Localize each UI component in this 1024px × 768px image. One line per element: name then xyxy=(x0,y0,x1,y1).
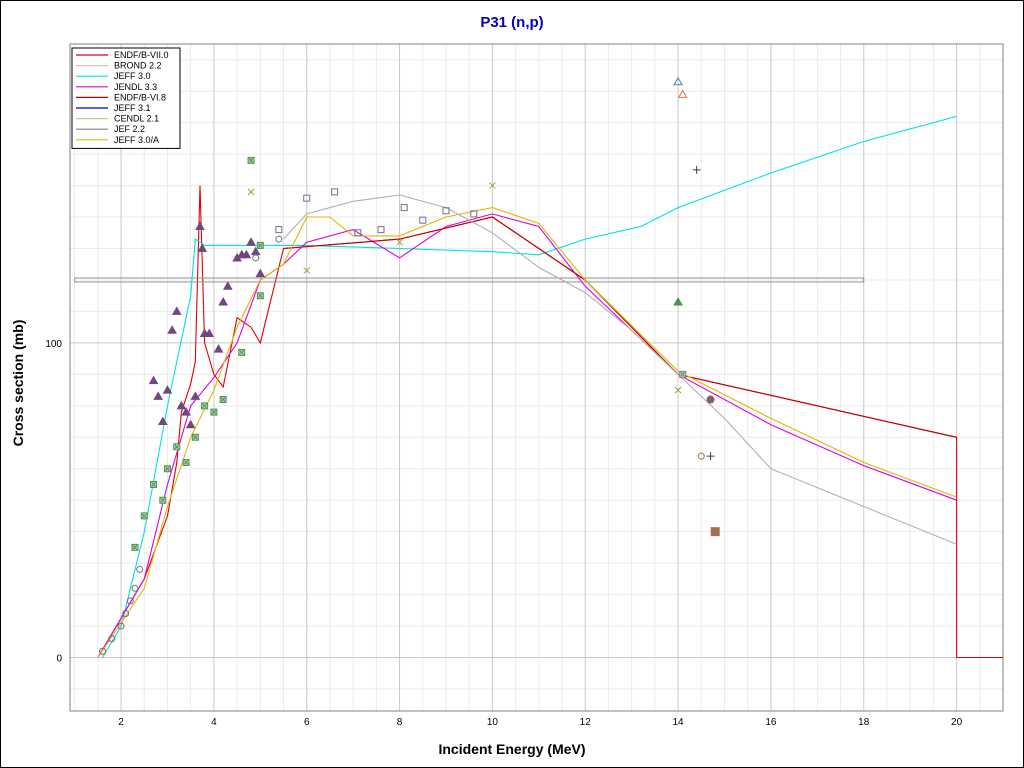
data-point xyxy=(247,156,255,164)
data-point xyxy=(153,391,164,400)
data-point xyxy=(252,254,260,262)
x-tick-label: 16 xyxy=(765,717,777,728)
data-point xyxy=(190,391,201,400)
data-point xyxy=(210,408,218,416)
data-point xyxy=(706,452,715,461)
data-point xyxy=(710,527,720,537)
data-point xyxy=(171,306,182,315)
data-point xyxy=(256,241,264,249)
y-tick-label: 0 xyxy=(56,654,62,665)
data-point xyxy=(677,89,688,98)
data-point xyxy=(162,385,173,394)
data-point xyxy=(150,480,158,488)
series-line xyxy=(102,115,957,658)
data-point xyxy=(131,543,139,551)
x-tick-label: 18 xyxy=(858,717,870,728)
data-point xyxy=(222,281,233,290)
data-point xyxy=(126,597,134,605)
data-point xyxy=(122,609,130,617)
legend-label: JEF 2.2 xyxy=(114,124,145,134)
data-point xyxy=(195,221,205,230)
data-point xyxy=(400,204,408,212)
data-point xyxy=(303,194,311,202)
series-line xyxy=(283,216,957,438)
data-point xyxy=(157,416,168,426)
data-point xyxy=(148,375,159,385)
series-line xyxy=(283,194,957,545)
y-tick-label: 100 xyxy=(45,339,62,350)
data-point xyxy=(255,268,266,278)
data-point xyxy=(331,188,339,196)
legend-label: ENDF/B-VI.8 xyxy=(114,92,166,102)
data-point xyxy=(706,395,715,404)
x-tick-label: 14 xyxy=(673,717,685,728)
x-tick-label: 20 xyxy=(951,717,963,728)
data-point xyxy=(167,325,177,334)
data-point xyxy=(679,370,687,378)
data-point xyxy=(354,229,362,237)
series-line xyxy=(97,207,957,658)
data-point xyxy=(275,226,283,234)
legend-box xyxy=(71,47,181,149)
data-point xyxy=(377,226,385,234)
legend-label: JEFF 3.0/A xyxy=(114,135,159,145)
data-point xyxy=(419,216,427,224)
legend-label: JENDL 3.3 xyxy=(114,82,157,92)
data-point xyxy=(246,237,256,246)
data-point xyxy=(275,235,283,243)
legend-label: BROND 2.2 xyxy=(114,61,162,71)
data-point xyxy=(201,402,209,410)
data-point xyxy=(442,207,450,215)
data-point xyxy=(182,458,190,466)
series-line xyxy=(74,277,865,283)
data-point xyxy=(163,465,171,473)
data-point xyxy=(238,348,246,356)
data-point xyxy=(673,76,683,86)
data-point xyxy=(470,210,478,218)
data-point xyxy=(197,243,208,253)
data-point xyxy=(489,182,496,189)
data-point xyxy=(131,584,139,592)
data-point xyxy=(692,165,701,174)
legend-label: CENDL 2.1 xyxy=(114,114,159,124)
data-point xyxy=(303,267,311,274)
data-point xyxy=(136,565,144,573)
data-point xyxy=(173,443,181,451)
data-point xyxy=(176,400,187,410)
data-point xyxy=(204,328,215,337)
x-tick-label: 6 xyxy=(304,717,310,728)
x-axis-label: Incident Energy (MeV) xyxy=(438,741,586,757)
chart-title: P31 (n,p) xyxy=(480,14,544,31)
data-point xyxy=(181,407,191,416)
data-point xyxy=(396,238,403,246)
data-point xyxy=(159,496,167,504)
x-tick-label: 10 xyxy=(487,717,499,728)
data-point xyxy=(673,296,683,306)
data-point xyxy=(213,344,224,353)
x-tick-label: 4 xyxy=(211,717,217,728)
x-tick-label: 2 xyxy=(118,717,124,728)
data-point xyxy=(674,386,682,394)
legend-label: JEFF 3.1 xyxy=(114,103,151,113)
data-point xyxy=(108,635,116,643)
data-point xyxy=(697,452,705,460)
data-point xyxy=(219,396,227,404)
data-point xyxy=(247,188,255,196)
data-point xyxy=(218,296,229,306)
data-point xyxy=(117,622,125,630)
data-point xyxy=(191,433,199,441)
x-tick-label: 12 xyxy=(580,717,592,728)
data-point xyxy=(241,249,252,259)
data-point xyxy=(256,292,264,300)
plot-border xyxy=(69,43,1004,712)
x-tick-label: 8 xyxy=(397,717,403,728)
legend-label: ENDF/B-VII.0 xyxy=(114,50,169,60)
legend-label: JEFF 3.0 xyxy=(114,71,151,81)
data-point xyxy=(98,647,106,655)
data-point xyxy=(185,419,196,429)
data-point xyxy=(140,512,148,520)
